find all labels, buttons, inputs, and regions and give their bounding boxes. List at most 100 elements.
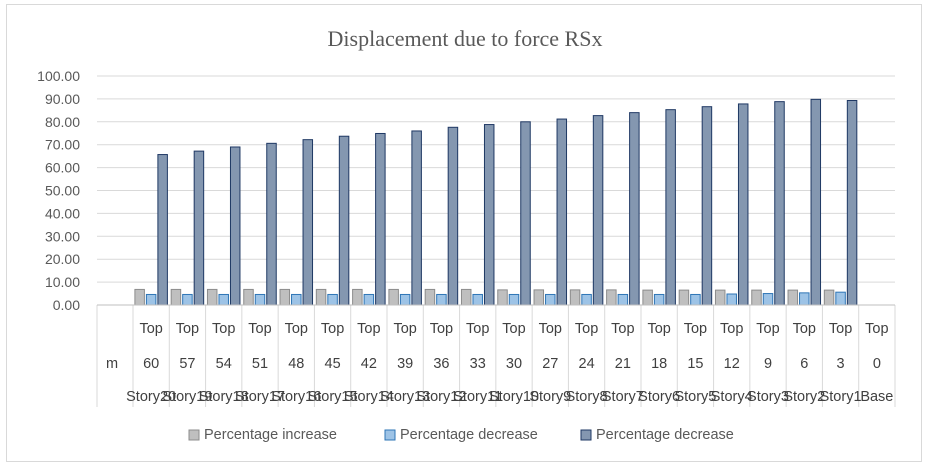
chart-title: Displacement due to force RSx	[328, 26, 603, 51]
y-tick-label: 40.00	[45, 205, 80, 221]
bar-percentage-decrease-story20	[145, 293, 157, 306]
bar-percentage-decrease-story2	[799, 292, 810, 306]
y-tick-label: 70.00	[45, 137, 80, 153]
y-tick-label: 30.00	[45, 228, 80, 244]
category-level-label: 0	[873, 356, 881, 372]
bar-percentage-decrease-story18	[218, 293, 229, 306]
bar-percentage-increase-story2	[787, 289, 799, 306]
category-story-label: Story12	[416, 389, 466, 405]
category-level-label: 12	[724, 356, 740, 372]
bar-percentage-increase-story18	[206, 288, 218, 306]
y-tick-label: 100.00	[37, 68, 80, 84]
bar-percentage-decrease-story4	[726, 293, 737, 306]
bar-percentage-decrease-story12	[447, 126, 459, 306]
y-tick-label: 20.00	[45, 251, 80, 267]
bar-percentage-decrease-story4	[737, 103, 749, 306]
bar-percentage-increase-story5	[678, 289, 690, 306]
bar-percentage-decrease-story13	[411, 130, 422, 306]
bar-percentage-decrease-story7	[617, 293, 629, 306]
bar-percentage-decrease-story9	[556, 118, 568, 306]
category-story-label: Story4	[711, 389, 753, 405]
bar-percentage-decrease-story5	[690, 293, 701, 306]
category-story-label: Story7	[602, 389, 644, 405]
bar-percentage-decrease-story8	[581, 293, 592, 306]
category-position-label: Top	[285, 321, 308, 337]
legend-label: Percentage decrease	[400, 427, 538, 443]
category-story-label: Story3	[747, 389, 789, 405]
y-axis-ticks: 0.00 10.00 20.00 30.00 40.00 50.00 60.00 70.00 8…	[37, 68, 80, 313]
category-level-label: 6	[800, 356, 808, 372]
category-level-label: 45	[325, 356, 341, 372]
category-position-label: Top	[539, 321, 562, 337]
category-position-label: Top	[611, 321, 634, 337]
bar-percentage-increase-story16	[279, 288, 291, 306]
bar-percentage-increase-story11	[460, 288, 472, 306]
category-position-label: Top	[829, 321, 852, 337]
bar-percentage-increase-story15	[315, 288, 327, 306]
category-position-label: Top	[575, 321, 598, 337]
category-level-label: 18	[651, 356, 667, 372]
category-story-label: Story9	[529, 389, 571, 405]
bar-percentage-increase-story3	[751, 289, 762, 306]
bar-percentage-increase-story13	[388, 288, 399, 306]
y-tick-label: 0.00	[53, 297, 80, 313]
category-level-label: 21	[615, 356, 631, 372]
category-level-label: 57	[179, 356, 195, 372]
bar-percentage-decrease-story14	[363, 293, 375, 306]
category-position-label: Top	[865, 321, 888, 337]
bar-percentage-decrease-story11	[472, 293, 483, 306]
legend-swatch	[384, 429, 396, 441]
category-position-label: Top	[793, 321, 816, 337]
category-position-label: Top	[756, 321, 779, 337]
category-position-label: Top	[212, 321, 235, 337]
category-level-label: 9	[764, 356, 772, 372]
bar-percentage-increase-story4	[714, 289, 726, 306]
category-position-label: Top	[430, 321, 453, 337]
bar-percentage-decrease-story3	[774, 101, 785, 306]
category-position-label: Top	[502, 321, 525, 337]
category-story-label: Story20	[126, 389, 176, 405]
category-story-label: Story16	[271, 389, 321, 405]
category-story-label: Story2	[783, 389, 825, 405]
category-story-label: Story15	[308, 389, 358, 405]
category-position-label: Top	[248, 321, 271, 337]
bar-percentage-increase-story10	[497, 289, 508, 306]
category-level-label: 15	[687, 356, 703, 372]
bar-percentage-decrease-story17	[266, 142, 277, 306]
bar-percentage-decrease-story5	[701, 106, 713, 306]
category-position-label: Top	[139, 321, 162, 337]
category-story-label: Story17	[235, 389, 285, 405]
chart-svg: Displacement due to force RSx 0.00 10.00 2…	[37, 26, 896, 443]
category-story-label: Story8	[566, 389, 608, 405]
bar-percentage-increase-story7	[606, 289, 617, 306]
category-story-label: Story19	[162, 389, 212, 405]
bar-percentage-decrease-story16	[291, 293, 302, 306]
bar-percentage-decrease-story19	[182, 293, 193, 306]
bar-percentage-decrease-story3	[762, 293, 774, 306]
legend-swatch	[188, 429, 200, 441]
bar-percentage-decrease-story2	[810, 98, 822, 306]
bar-percentage-decrease-story17	[254, 293, 266, 306]
category-position-label: Top	[176, 321, 199, 337]
category-story-label: Story14	[344, 389, 394, 405]
bar-percentage-decrease-story6	[653, 293, 665, 306]
category-level-label: 54	[216, 356, 232, 372]
bar-percentage-decrease-story7	[629, 112, 640, 306]
bar-percentage-increase-story17	[243, 288, 254, 306]
category-story-label: Story11	[453, 389, 502, 405]
category-story-label: Story13	[380, 389, 430, 405]
category-level-label: 27	[542, 356, 558, 372]
bar-percentage-decrease-story15	[338, 135, 350, 306]
bar-percentage-decrease-story12	[436, 293, 447, 306]
category-table: mTop60Story20Top57Story19Top54Story18Top…	[96, 304, 896, 407]
category-level-label: 48	[288, 356, 304, 372]
legend-swatch	[580, 429, 592, 441]
bar-percentage-decrease-story16	[302, 139, 314, 306]
legend: Percentage increase Percentage decrease Pe…	[188, 427, 734, 443]
category-position-label: Top	[720, 321, 743, 337]
category-position-label: Top	[321, 321, 344, 337]
bar-percentage-decrease-story8	[592, 115, 604, 306]
bar-percentage-decrease-story11	[483, 124, 495, 306]
legend-label: Percentage increase	[204, 427, 337, 443]
bar-percentage-decrease-story20	[157, 154, 168, 306]
